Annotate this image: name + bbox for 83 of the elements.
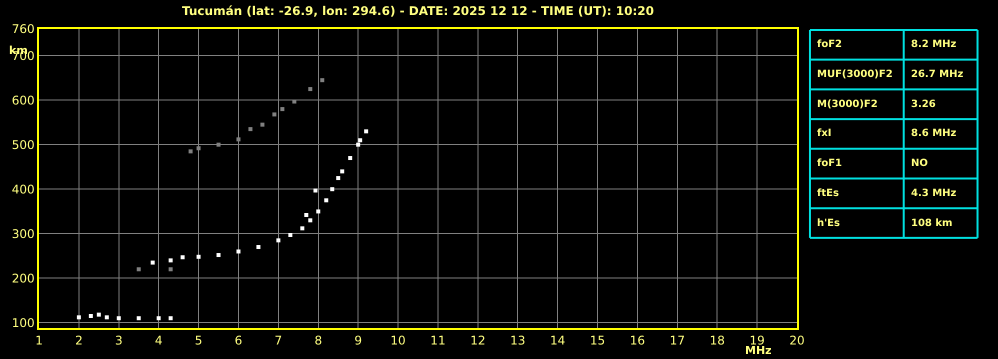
y-tick-label: 760 <box>12 22 35 36</box>
point <box>324 198 328 202</box>
point <box>236 249 240 254</box>
point <box>216 142 221 147</box>
x-tick-label: 3 <box>114 333 123 348</box>
text: 3.26 <box>911 99 936 110</box>
text: 108 km <box>911 218 952 229</box>
point <box>320 78 324 82</box>
point <box>168 316 173 320</box>
text: 8.2 MHz <box>911 39 957 50</box>
x-tick-label: 17 <box>670 333 685 348</box>
point <box>260 122 264 127</box>
point <box>272 112 276 116</box>
y-tick-label: 200 <box>12 271 35 286</box>
point <box>358 138 362 142</box>
text: h'Es <box>817 218 840 229</box>
x-tick-label: 2 <box>75 333 83 348</box>
point <box>196 146 201 150</box>
x-tick-label: 16 <box>630 333 646 348</box>
point <box>88 314 93 318</box>
point <box>330 187 334 192</box>
point <box>348 156 352 160</box>
x-tick-label: 14 <box>550 333 566 348</box>
point <box>216 253 221 258</box>
point <box>104 315 109 320</box>
y-tick-label: 100 <box>12 316 35 330</box>
point <box>313 188 318 193</box>
text: 4.3 MHz <box>911 188 957 199</box>
x-tick-label: 4 <box>154 333 162 348</box>
point <box>136 267 141 272</box>
y-tick-label: 300 <box>12 226 35 241</box>
text: NO <box>911 158 928 169</box>
text: 26.7 MHz <box>911 69 964 80</box>
point <box>308 87 312 92</box>
point <box>276 238 280 242</box>
text: 8.6 MHz <box>911 128 957 139</box>
point <box>188 149 193 154</box>
point <box>76 315 81 320</box>
point <box>136 316 141 320</box>
point <box>300 226 304 230</box>
x-tick-label: 13 <box>510 333 526 348</box>
x-tick-label: 18 <box>710 333 725 348</box>
point <box>96 312 101 317</box>
x-tick-label: 10 <box>390 333 406 348</box>
text: MUF(3000)F2 <box>817 69 893 80</box>
point <box>288 233 292 238</box>
point <box>316 209 320 214</box>
y-tick-label: 400 <box>12 182 35 196</box>
x-tick-label: 1 <box>35 333 43 348</box>
point <box>340 169 344 174</box>
point <box>280 107 284 112</box>
y-tick-label: 500 <box>12 138 35 152</box>
y-tick-label: 600 <box>12 93 35 108</box>
point <box>168 267 173 272</box>
point <box>364 129 368 134</box>
point <box>356 142 360 147</box>
point <box>256 245 260 250</box>
text: foF1 <box>817 158 842 169</box>
point <box>304 212 308 217</box>
x-tick-label: 6 <box>234 333 242 348</box>
text: fxI <box>817 128 832 139</box>
point <box>116 316 121 320</box>
text: ftEs <box>817 188 839 199</box>
point <box>336 176 340 180</box>
x-tick-label: 9 <box>354 333 362 348</box>
x-tick-label: 8 <box>314 333 322 348</box>
point <box>156 316 161 320</box>
point <box>308 218 312 222</box>
x-tick-label: 5 <box>194 333 202 348</box>
text: M(3000)F2 <box>817 99 878 110</box>
point <box>196 254 201 259</box>
point <box>236 137 240 142</box>
x-tick-label: 11 <box>430 333 446 348</box>
point <box>180 255 185 260</box>
x-tick-label: 15 <box>590 333 606 348</box>
x-tick-label: 12 <box>470 333 486 348</box>
point <box>168 258 173 262</box>
chart-title: Tucumán (lat: -26.9, lon: 294.6) - DATE: 2025 12 12 - TIME (UT): 10:20 <box>182 4 654 18</box>
point <box>248 127 252 132</box>
x-tick-label: 7 <box>274 333 282 348</box>
x-tick-label: 20 <box>789 333 805 348</box>
text: foF2 <box>817 39 842 50</box>
point <box>150 260 155 265</box>
